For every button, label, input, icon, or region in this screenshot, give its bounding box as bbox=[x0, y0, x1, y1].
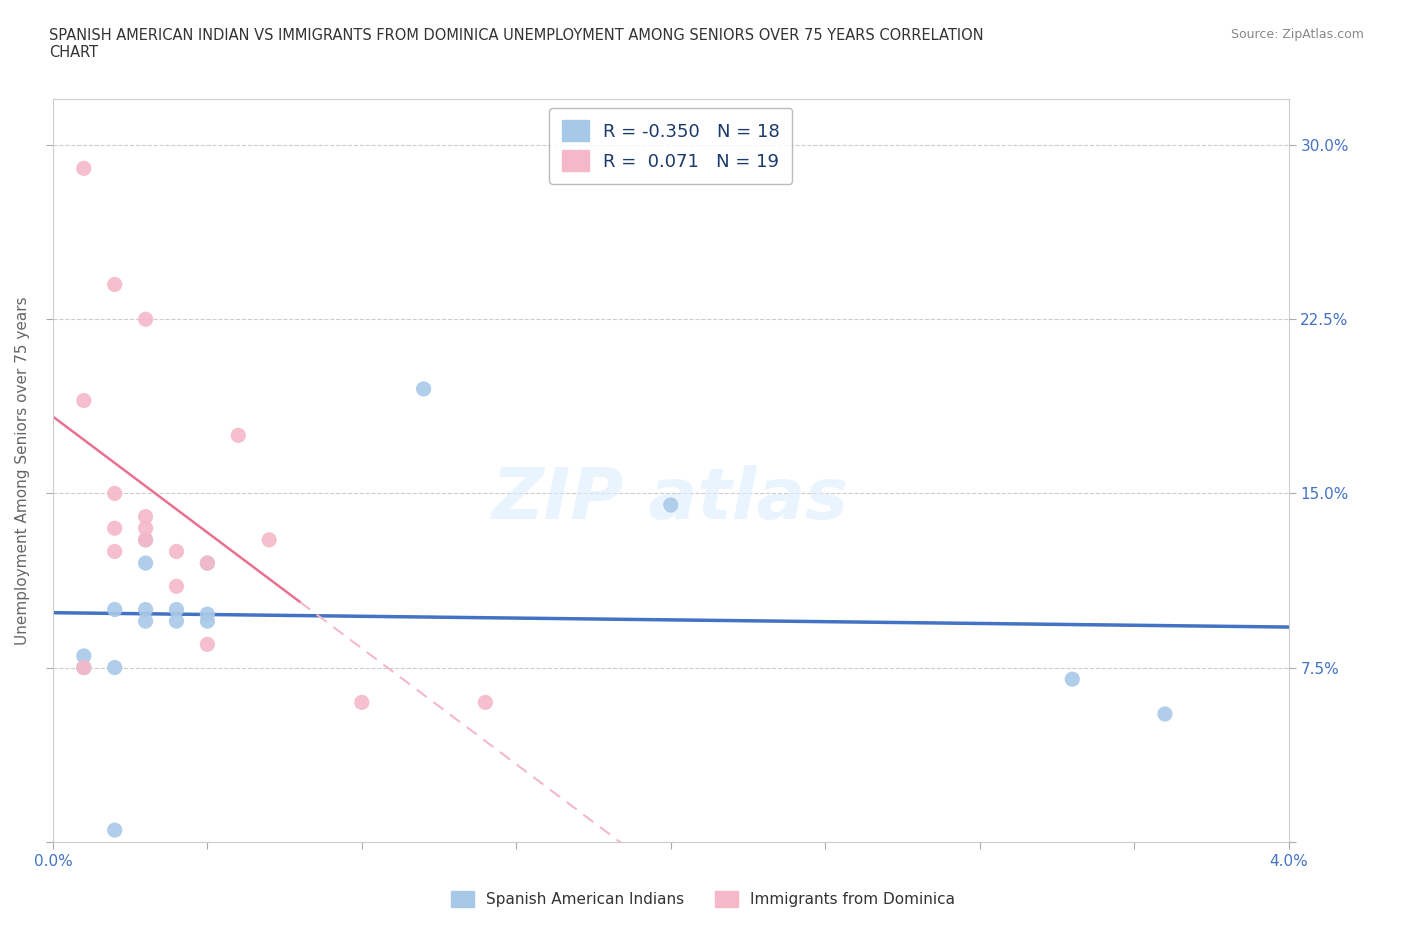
Point bbox=[1154, 707, 1177, 722]
Point bbox=[226, 428, 249, 443]
Text: Source: ZipAtlas.com: Source: ZipAtlas.com bbox=[1230, 28, 1364, 41]
Legend: R = -0.350   N = 18, R =  0.071   N = 19: R = -0.350 N = 18, R = 0.071 N = 19 bbox=[548, 108, 793, 184]
Point bbox=[659, 498, 682, 512]
Point bbox=[166, 614, 188, 629]
Point bbox=[166, 578, 188, 593]
Point bbox=[73, 161, 96, 176]
Point bbox=[195, 555, 218, 570]
Point bbox=[135, 532, 157, 547]
Point bbox=[135, 614, 157, 629]
Point bbox=[135, 555, 157, 570]
Point bbox=[135, 521, 157, 536]
Point bbox=[73, 660, 96, 675]
Text: ZIP atlas: ZIP atlas bbox=[492, 465, 849, 535]
Point bbox=[135, 602, 157, 617]
Point bbox=[412, 381, 434, 396]
Point bbox=[135, 510, 157, 525]
Point bbox=[195, 637, 218, 652]
Point bbox=[257, 532, 280, 547]
Point bbox=[104, 277, 127, 292]
Point bbox=[104, 602, 127, 617]
Point bbox=[104, 660, 127, 675]
Point bbox=[73, 393, 96, 408]
Y-axis label: Unemployment Among Seniors over 75 years: Unemployment Among Seniors over 75 years bbox=[15, 296, 30, 644]
Point bbox=[104, 823, 127, 838]
Point bbox=[195, 606, 218, 621]
Point bbox=[73, 660, 96, 675]
Point bbox=[195, 555, 218, 570]
Point bbox=[350, 695, 373, 710]
Point bbox=[195, 614, 218, 629]
Point bbox=[135, 312, 157, 326]
Point bbox=[166, 602, 188, 617]
Point bbox=[104, 544, 127, 559]
Point bbox=[73, 648, 96, 663]
Point bbox=[474, 695, 496, 710]
Point bbox=[104, 521, 127, 536]
Point bbox=[166, 544, 188, 559]
Legend: Spanish American Indians, Immigrants from Dominica: Spanish American Indians, Immigrants fro… bbox=[444, 884, 962, 913]
Point bbox=[1062, 671, 1084, 686]
Point bbox=[104, 486, 127, 501]
Point bbox=[135, 532, 157, 547]
Text: SPANISH AMERICAN INDIAN VS IMMIGRANTS FROM DOMINICA UNEMPLOYMENT AMONG SENIORS O: SPANISH AMERICAN INDIAN VS IMMIGRANTS FR… bbox=[49, 28, 984, 60]
